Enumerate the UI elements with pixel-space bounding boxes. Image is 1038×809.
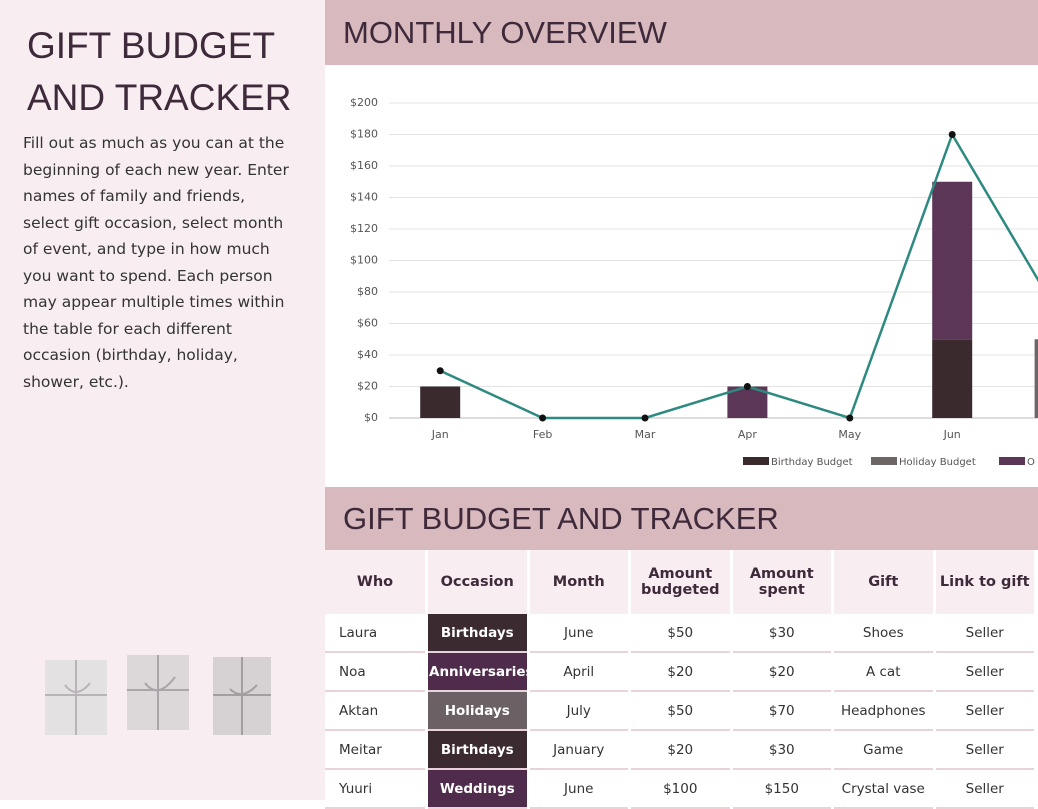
- line-point: [641, 414, 649, 422]
- link-cell[interactable]: Seller: [934, 614, 1037, 653]
- table-cell: June: [528, 769, 631, 809]
- table-cell: Noa: [325, 652, 428, 692]
- table-cell: Holidays: [426, 691, 530, 731]
- table-cell: Game: [832, 730, 936, 770]
- y-tick-label: $140: [350, 191, 378, 204]
- y-tick-label: $120: [350, 222, 378, 235]
- x-tick-label: May: [838, 428, 861, 441]
- column-header: Amount budgeted: [629, 550, 733, 614]
- y-tick-label: $100: [350, 254, 378, 267]
- table-cell: Shoes: [832, 614, 936, 653]
- table-cell: Birthdays: [426, 730, 530, 770]
- table-cell: Aktan: [325, 691, 428, 731]
- column-header: Link to gift: [934, 550, 1037, 614]
- x-tick-label: Jan: [431, 428, 449, 441]
- bar-segment: [932, 339, 973, 418]
- y-tick-label: $0: [364, 411, 378, 424]
- table-cell: Birthdays: [426, 614, 530, 653]
- table-row: Noa Anniversaries April $20 $20 A cat Seller: [325, 652, 1037, 692]
- x-tick-label: Jun: [943, 428, 961, 441]
- bar-segment: [420, 386, 461, 418]
- table-cell: $20: [731, 652, 834, 692]
- legend-label: Holiday Budget: [899, 457, 976, 468]
- y-tick-label: $60: [357, 317, 378, 330]
- bar-segment: [1034, 339, 1038, 418]
- table-cell: $100: [629, 769, 733, 809]
- table-cell: $70: [731, 691, 834, 731]
- table-cell: $50: [629, 691, 733, 731]
- link-cell[interactable]: Seller: [934, 730, 1037, 770]
- y-tick-label: $180: [350, 128, 378, 141]
- y-tick-label: $200: [350, 96, 378, 109]
- line-point: [846, 414, 854, 422]
- table-cell: $30: [731, 730, 834, 770]
- column-header: Amount spent: [731, 550, 834, 614]
- table-row: Laura Birthdays June $50 $30 Shoes Seller: [325, 614, 1037, 653]
- bar-segment: [932, 181, 973, 340]
- chart: $0 $20 $40 $60 $80 $100 $120 $140 $160 $180 $200 Ja…: [350, 96, 1038, 468]
- column-header: Occasion: [426, 550, 530, 614]
- link-cell[interactable]: Seller: [934, 769, 1037, 809]
- table-cell: $150: [731, 769, 834, 809]
- sidebar: GIFT BUDGET AND TRACKER Fill out as much…: [0, 0, 325, 800]
- legend-swatch: [999, 457, 1025, 465]
- table-cell: Laura: [325, 614, 428, 653]
- column-header: Month: [528, 550, 631, 614]
- column-header: Who: [325, 550, 428, 614]
- y-tick-label: $80: [357, 285, 378, 298]
- table-cell: $20: [629, 730, 733, 770]
- table-cell: Yuuri: [325, 769, 428, 809]
- sidebar-title: GIFT BUDGET AND TRACKER: [27, 25, 292, 118]
- table-cell: January: [528, 730, 631, 770]
- chart-header: MONTHLY OVERVIEW: [325, 0, 1038, 65]
- table-header: GIFT BUDGET AND TRACKER: [325, 487, 1038, 550]
- table-cell: $20: [629, 652, 733, 692]
- table-cell: A cat: [832, 652, 936, 692]
- line-point: [436, 367, 444, 375]
- link-cell[interactable]: Seller: [934, 652, 1037, 692]
- legend-swatch: [743, 457, 769, 465]
- table-row: Yuuri Weddings June $100 $150 Crystal vase Sel…: [325, 769, 1037, 809]
- table-cell: Anniversaries: [426, 652, 534, 692]
- table-cell: Headphones: [832, 691, 936, 731]
- table-cell: $30: [731, 614, 834, 653]
- table-cell: Crystal vase: [832, 769, 936, 809]
- table-row: Aktan Holidays July $50 $70 Headphones Seller: [325, 691, 1037, 731]
- gift-image: [45, 655, 271, 735]
- x-tick-label: Apr: [738, 428, 758, 441]
- y-tick-label: $160: [350, 159, 378, 172]
- table-cell: Weddings: [426, 769, 530, 809]
- table-cell: April: [528, 652, 631, 692]
- y-tick-label: $20: [357, 380, 378, 393]
- table-cell: July: [528, 691, 631, 731]
- y-tick-label: $40: [357, 348, 378, 361]
- column-header: Gift: [832, 550, 936, 614]
- legend-label: O: [1027, 457, 1035, 468]
- line-point: [743, 383, 751, 390]
- link-cell[interactable]: Seller: [934, 691, 1037, 731]
- sidebar-description: Fill out as much as you can at the begin…: [23, 134, 289, 391]
- legend-swatch: [871, 457, 897, 465]
- table-cell: Meitar: [325, 730, 428, 770]
- x-tick-label: Mar: [635, 428, 656, 441]
- table-cell: June: [528, 614, 631, 653]
- x-tick-label: Feb: [533, 428, 552, 441]
- legend-label: Birthday Budget: [771, 457, 853, 468]
- table-row: Meitar Birthdays January $20 $30 Game Seller: [325, 730, 1037, 770]
- line-point: [539, 414, 547, 422]
- line-point: [948, 131, 956, 138]
- table-cell: $50: [629, 614, 733, 653]
- tracker-table: Who Occasion Month Amount budgeted Amount sp…: [325, 550, 1037, 809]
